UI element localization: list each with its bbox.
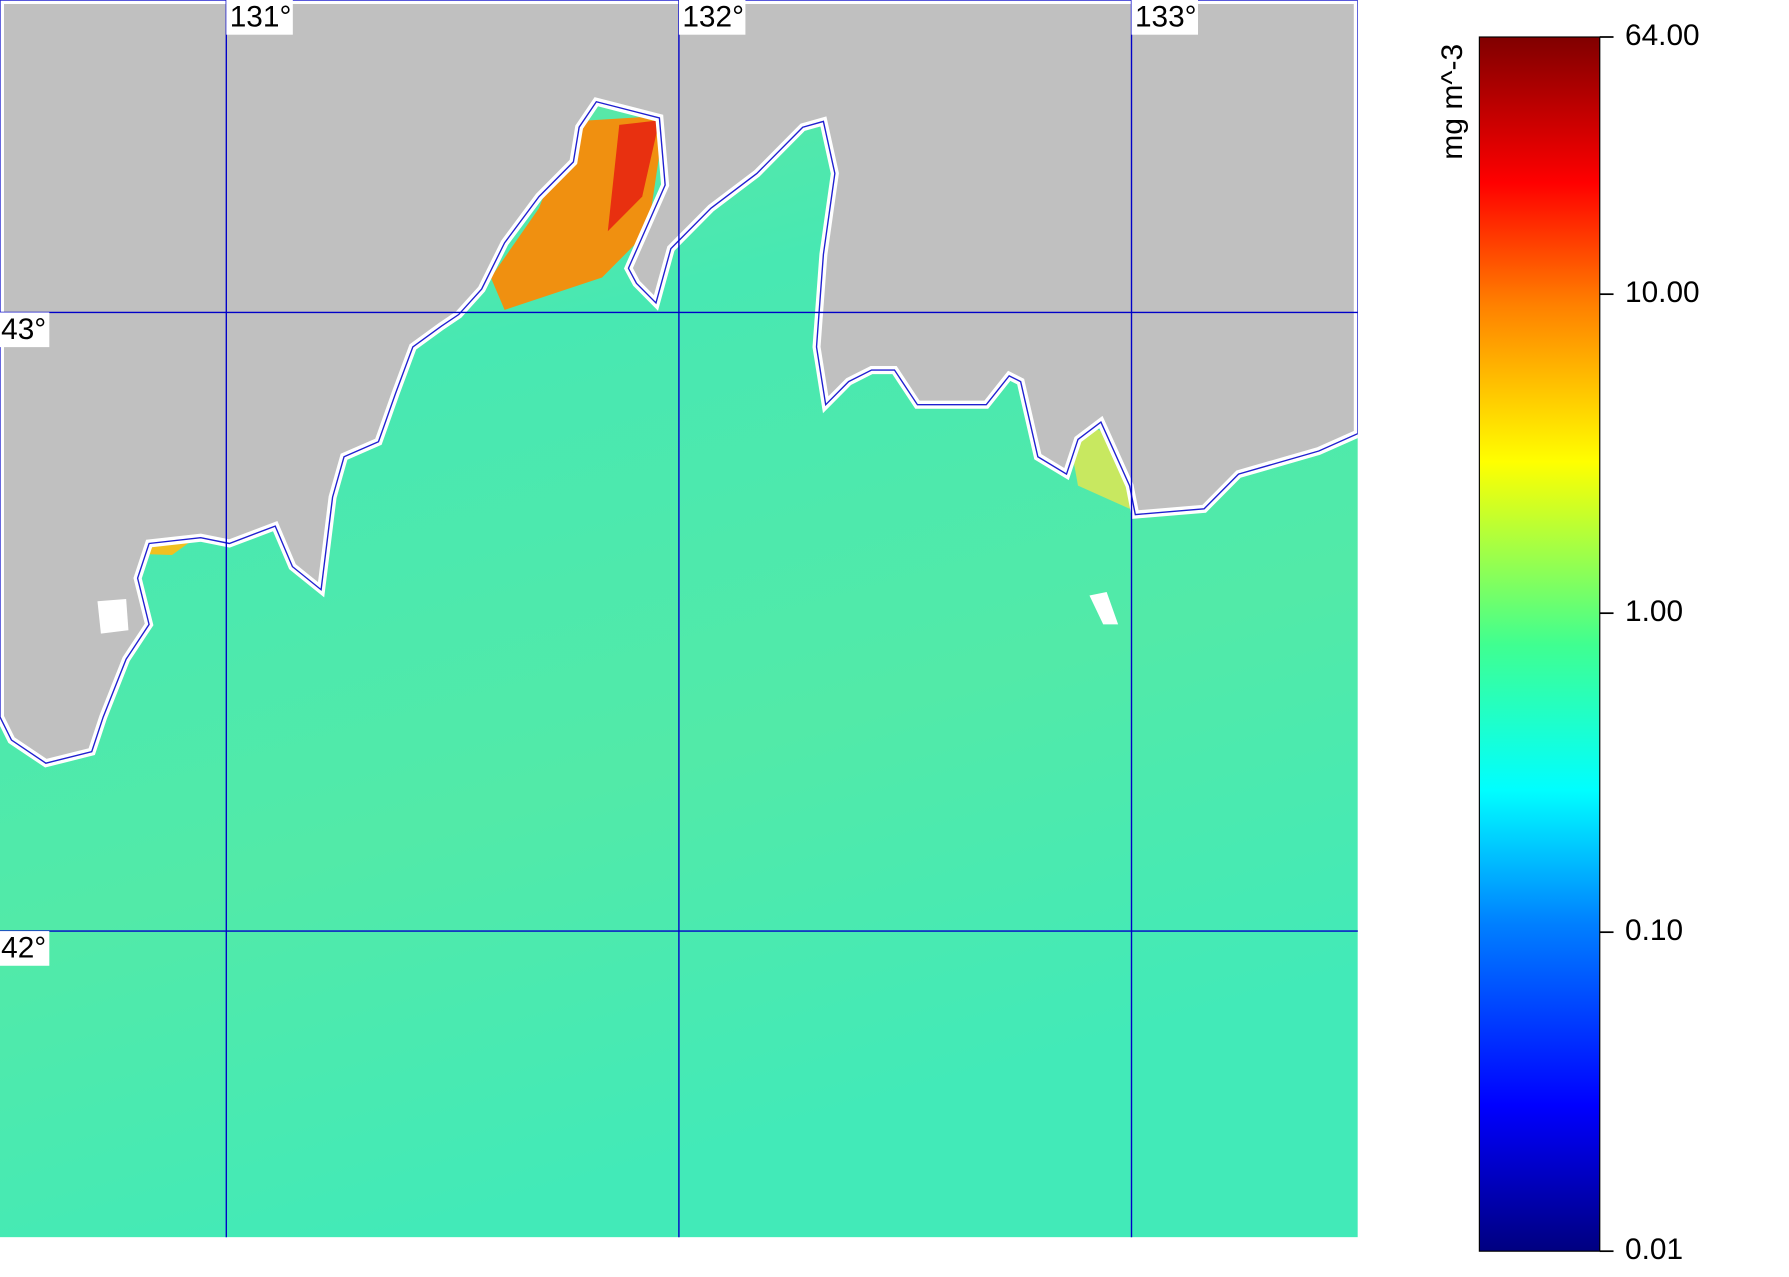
colorbar-tick-label: 0.01 (1625, 1233, 1683, 1266)
colorbar-tick-label: 0.10 (1625, 914, 1683, 947)
label-box (0, 931, 50, 966)
lat-label: 43° (1, 313, 46, 346)
colorbar-tick-label: 10.00 (1625, 276, 1700, 309)
label-box (678, 0, 746, 35)
colorbar (1478, 36, 1601, 1252)
lon-label: 131° (230, 0, 292, 33)
label-box (226, 0, 293, 35)
label-box (0, 312, 50, 348)
colorbar-tick-label: 64.00 (1625, 19, 1700, 52)
lon-label: 132° (682, 0, 744, 33)
colorbar-tick-label: 1.00 (1625, 595, 1683, 628)
coastline (0, 0, 1358, 764)
cloud (97, 598, 129, 634)
lat-label: 42° (1, 931, 46, 964)
graticule: 131° 132° 133° 43° 42° (0, 0, 1358, 1238)
colorbar-ticks: 0.01 0.10 1.00 10.00 64.00 (1599, 19, 1700, 1266)
amur-bay-head (607, 120, 660, 232)
label-box (1131, 0, 1199, 35)
cloud (1089, 592, 1119, 625)
colorbar-unit: mg m^-3 (1436, 44, 1469, 160)
lon-label: 133° (1135, 0, 1197, 33)
